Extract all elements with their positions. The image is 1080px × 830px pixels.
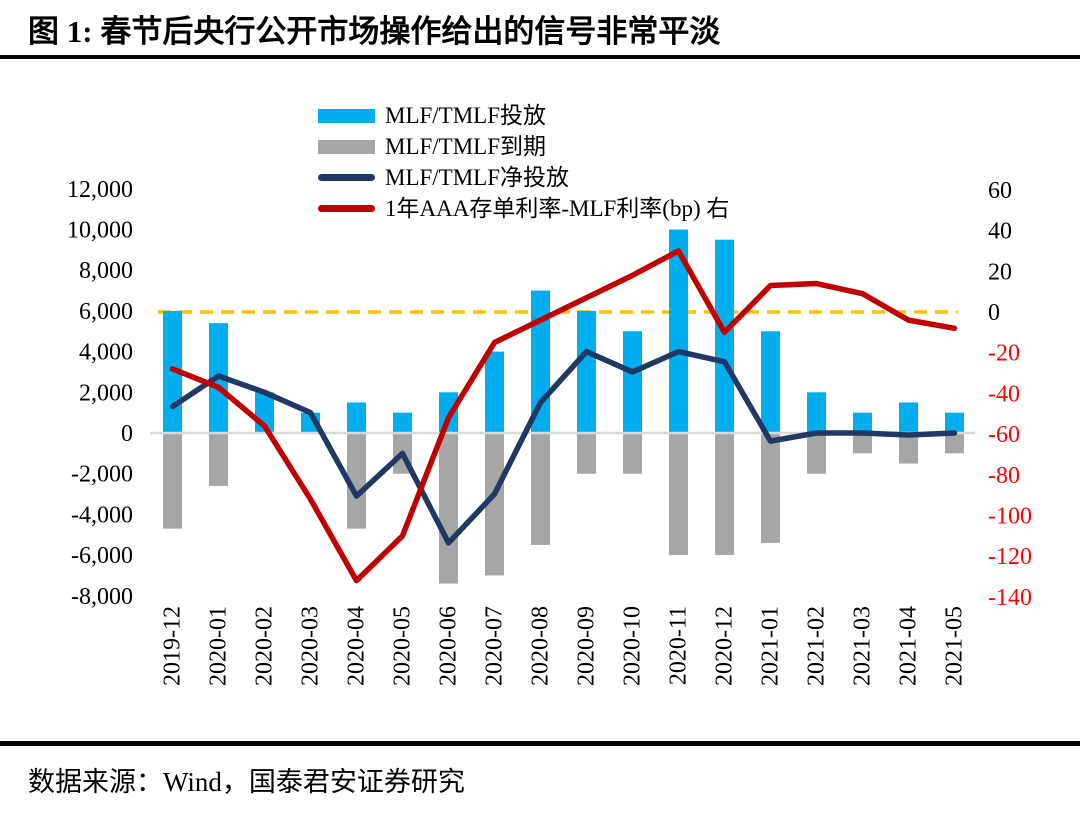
x-axis-tick: 2021-02 bbox=[804, 606, 830, 686]
legend-item: MLF/TMLF到期 bbox=[318, 131, 729, 162]
bar-mlf-injection bbox=[669, 229, 688, 433]
x-axis-tick: 2021-01 bbox=[758, 606, 784, 686]
right-axis-tick: 40 bbox=[988, 219, 1012, 245]
x-axis-tick: 2020-01 bbox=[206, 606, 232, 686]
right-axis-tick: -100 bbox=[988, 504, 1032, 530]
bar-mlf-maturity bbox=[439, 433, 458, 584]
bar-mlf-maturity bbox=[623, 433, 642, 474]
bar-mlf-injection bbox=[853, 412, 872, 433]
legend-item-label: MLF/TMLF净投放 bbox=[385, 165, 570, 190]
bar-mlf-maturity bbox=[669, 433, 688, 556]
bar-mlf-injection bbox=[945, 412, 964, 433]
legend-item: 1年AAA存单利率-MLF利率(bp) 右 bbox=[318, 193, 729, 224]
bar-mlf-maturity bbox=[393, 433, 412, 474]
x-axis-tick: 2020-11 bbox=[666, 606, 692, 685]
bar-mlf-maturity bbox=[485, 433, 504, 576]
x-axis-tick: 2020-06 bbox=[436, 606, 462, 686]
legend-item-label: 1年AAA存单利率-MLF利率(bp) 右 bbox=[385, 196, 730, 221]
left-axis-tick: 8,000 bbox=[79, 258, 133, 284]
title-divider bbox=[0, 55, 1080, 59]
x-axis-tick: 2020-07 bbox=[482, 606, 508, 686]
figure-title: 图 1: 春节后央行公开市场操作给出的信号非常平淡 bbox=[28, 14, 721, 49]
legend-line-swatch bbox=[318, 205, 375, 212]
bar-mlf-maturity bbox=[209, 433, 228, 486]
bar-mlf-injection bbox=[899, 402, 918, 433]
bar-mlf-injection bbox=[715, 239, 734, 433]
left-axis-tick: -2,000 bbox=[71, 462, 133, 488]
bar-mlf-maturity bbox=[761, 433, 780, 543]
x-axis-tick: 2021-03 bbox=[850, 606, 876, 686]
x-axis-tick: 2020-08 bbox=[528, 606, 554, 686]
x-axis-tick: 2019-12 bbox=[160, 606, 186, 686]
bar-mlf-injection bbox=[255, 392, 274, 433]
left-axis-tick: 12,000 bbox=[67, 177, 133, 203]
bar-mlf-injection bbox=[485, 351, 504, 433]
left-axis-tick: -6,000 bbox=[71, 543, 133, 569]
bar-mlf-injection bbox=[577, 310, 596, 433]
footer-divider bbox=[0, 741, 1080, 746]
right-axis-tick: -80 bbox=[988, 463, 1020, 489]
x-axis-tick: 2021-05 bbox=[942, 606, 968, 686]
right-axis-tick: -140 bbox=[988, 585, 1032, 611]
bar-mlf-maturity bbox=[347, 433, 366, 529]
line-net-injection bbox=[169, 348, 958, 546]
bar-mlf-injection bbox=[393, 412, 412, 433]
right-axis-tick: -60 bbox=[988, 422, 1020, 448]
legend-line-swatch bbox=[318, 174, 375, 181]
bar-mlf-injection bbox=[531, 290, 550, 433]
line-ncd-mlf-spread bbox=[169, 248, 958, 584]
right-axis-tick: 0 bbox=[988, 300, 1000, 326]
bar-mlf-maturity bbox=[945, 433, 964, 454]
left-axis-tick: 4,000 bbox=[79, 340, 133, 366]
legend-item-label: MLF/TMLF投放 bbox=[385, 103, 547, 128]
data-source: 数据来源：Wind，国泰君安证券研究 bbox=[28, 767, 465, 797]
x-axis-tick: 2020-04 bbox=[344, 606, 370, 686]
right-axis-tick: 60 bbox=[988, 178, 1012, 204]
bar-mlf-injection bbox=[761, 331, 780, 433]
bar-mlf-injection bbox=[623, 331, 642, 433]
legend-bar-swatch bbox=[318, 108, 375, 123]
legend-item: MLF/TMLF净投放 bbox=[318, 162, 729, 193]
bar-mlf-maturity bbox=[577, 433, 596, 474]
bar-mlf-injection bbox=[807, 392, 826, 433]
bar-mlf-maturity bbox=[807, 433, 826, 474]
left-axis-tick: -4,000 bbox=[71, 502, 133, 528]
legend-item: MLF/TMLF投放 bbox=[318, 100, 729, 131]
bar-mlf-maturity bbox=[853, 433, 872, 454]
bar-mlf-maturity bbox=[163, 433, 182, 529]
bar-mlf-maturity bbox=[899, 433, 918, 464]
right-axis-tick: -40 bbox=[988, 381, 1020, 407]
bar-mlf-injection bbox=[209, 323, 228, 433]
x-axis-tick: 2020-09 bbox=[574, 606, 600, 686]
left-axis-tick: 6,000 bbox=[79, 299, 133, 325]
bar-mlf-maturity bbox=[715, 433, 734, 556]
x-axis-tick: 2020-12 bbox=[712, 606, 738, 686]
legend-bar-swatch bbox=[318, 139, 375, 154]
bar-mlf-injection bbox=[163, 310, 182, 433]
bar-mlf-injection bbox=[301, 412, 320, 433]
bar-mlf-injection bbox=[439, 392, 458, 433]
right-axis-tick: 20 bbox=[988, 259, 1012, 285]
right-axis-tick: -20 bbox=[988, 341, 1020, 367]
legend: MLF/TMLF投放 MLF/TMLF到期 MLF/TMLF净投放 1年AAA存单利率… bbox=[318, 100, 729, 224]
x-axis-tick: 2020-03 bbox=[298, 606, 324, 686]
right-axis-tick: -120 bbox=[988, 544, 1032, 570]
x-axis-tick: 2020-10 bbox=[620, 606, 646, 686]
x-axis-tick: 2020-05 bbox=[390, 606, 416, 686]
legend-item-label: MLF/TMLF到期 bbox=[385, 134, 547, 159]
left-axis-tick: 0 bbox=[121, 421, 133, 447]
bar-mlf-maturity bbox=[531, 433, 550, 545]
bar-mlf-injection bbox=[347, 402, 366, 433]
left-axis-tick: -8,000 bbox=[71, 584, 133, 610]
x-axis-tick: 2020-02 bbox=[252, 606, 278, 686]
x-axis-tick: 2021-04 bbox=[896, 606, 922, 686]
left-axis-tick: 10,000 bbox=[67, 218, 133, 244]
left-axis-tick: 2,000 bbox=[79, 380, 133, 406]
